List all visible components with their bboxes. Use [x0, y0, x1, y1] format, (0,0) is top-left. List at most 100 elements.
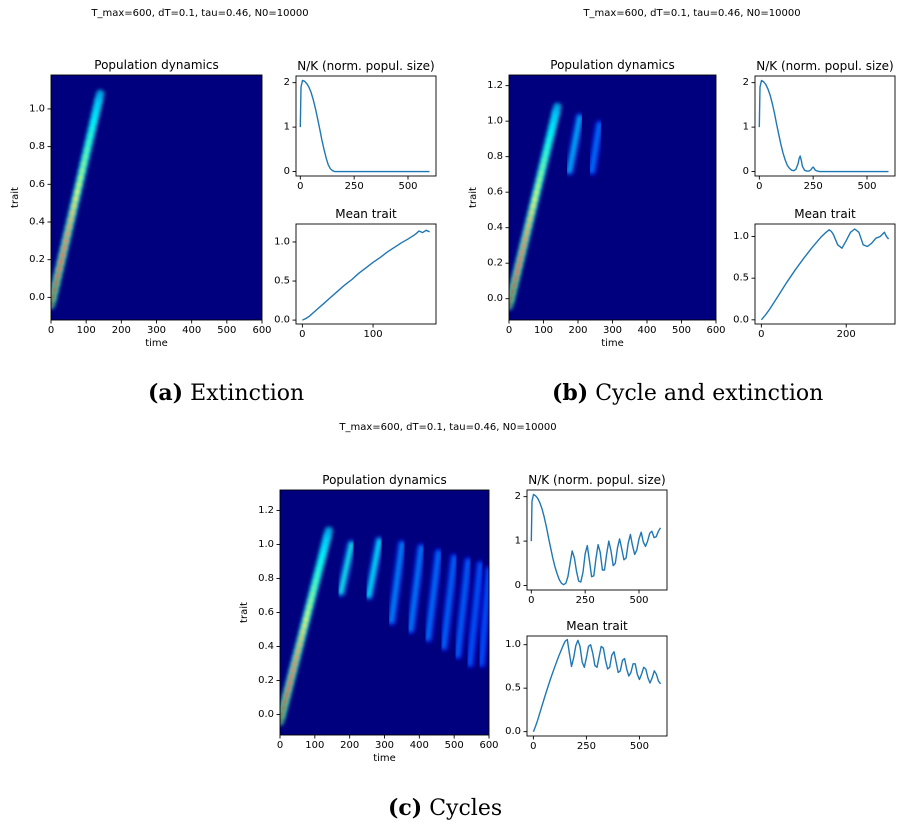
caption-a-text: Extinction — [190, 381, 305, 406]
heatmap-ytick-label: 0.6 — [487, 187, 503, 198]
heatmap-ylabel: trait — [10, 187, 21, 208]
heatmap-ytick-label: 0.8 — [258, 573, 274, 584]
caption-c-text: Cycles — [429, 796, 503, 821]
panel-a-nk-plot: 0 250 500 0 1 2 N/K (norm. popul. size) — [284, 59, 437, 192]
heatmap-xtick-label: 0 — [277, 740, 283, 751]
heatmap-ridge — [51, 89, 105, 310]
mean-trait-ytick-label: 0.5 — [505, 683, 521, 694]
heatmap-ytick-label: 1.2 — [258, 505, 274, 516]
nk-ytick-label: 0 — [743, 166, 749, 177]
nk-frame — [526, 489, 668, 591]
heatmap-xtick-label: 400 — [182, 325, 201, 336]
heatmap-ytick-label: 0.2 — [29, 254, 45, 265]
heatmap-background — [509, 75, 716, 320]
nk-ytick-label: 2 — [515, 491, 521, 502]
heatmap-xtick-label: 100 — [534, 325, 553, 336]
nk-xtick-label: 250 — [804, 181, 823, 192]
heatmap-ytick-label: 0.6 — [258, 607, 274, 618]
heatmap-background — [280, 490, 489, 735]
heatmap-xtick-label: 200 — [112, 325, 131, 336]
heatmap-ridge — [564, 112, 585, 176]
heatmap-xtick-label: 0 — [506, 325, 512, 336]
heatmap-ridge-core — [467, 562, 483, 666]
nk-ytick-label: 1 — [284, 122, 290, 133]
heatmap-ridge-core — [426, 550, 441, 641]
heatmap-ridge — [363, 536, 385, 601]
nk-xtick-label: 0 — [756, 181, 762, 192]
mean-trait-frame — [526, 635, 668, 737]
mean-trait-xtick-label: 0 — [299, 329, 305, 340]
mean-trait-title: Mean trait — [794, 207, 856, 221]
panel-b-suptitle: T_max=600, dT=0.1, tau=0.46, N0=10000 — [582, 8, 800, 19]
mean-trait-ytick-label: 0.0 — [274, 315, 290, 326]
nk-xtick-label: 250 — [345, 181, 364, 192]
caption-b: (b) Cycle and extinction — [552, 380, 823, 406]
nk-ytick-label: 1 — [515, 536, 521, 547]
heatmap-xtick-label: 100 — [305, 740, 324, 751]
caption-a-label: (a) — [148, 380, 184, 406]
heatmap-ridge — [586, 119, 605, 176]
heatmap-xtick-label: 200 — [340, 740, 359, 751]
nk-ytick-label: 2 — [284, 77, 290, 88]
heatmap-xtick-label: 600 — [479, 740, 498, 751]
nk-frame — [754, 75, 896, 177]
heatmap-ytick-label: 0.2 — [258, 675, 274, 686]
heatmap-ytick-label: 0.6 — [29, 179, 45, 190]
heatmap-xtick-label: 300 — [147, 325, 166, 336]
heatmap-ytick-label: 0.4 — [258, 641, 274, 652]
panel-b-mean-trait-plot: 0 200 0.0 0.5 1.0 Mean trait — [733, 207, 896, 340]
nk-series-line — [758, 79, 889, 173]
panel-a-mean-trait-plot: 0 100 0.0 0.5 1.0 Mean trait — [274, 207, 437, 340]
mean-trait-xtick-label: 250 — [577, 741, 596, 752]
nk-xtick-label: 500 — [398, 181, 417, 192]
heatmap-ridge — [386, 539, 407, 627]
heatmap-ytick-label: 0.4 — [487, 222, 503, 233]
heatmap-ridge-core — [441, 556, 457, 649]
nk-xtick-label: 250 — [576, 595, 595, 606]
nk-ytick-label: 2 — [743, 77, 749, 88]
heatmap-xtick-label: 300 — [603, 325, 622, 336]
nk-ytick-label: 0 — [284, 166, 290, 177]
mean-trait-xtick-label: 0 — [530, 741, 536, 752]
heatmap-ridge — [452, 556, 474, 661]
heatmap-ylabel: trait — [239, 602, 250, 623]
nk-title: N/K (norm. popul. size) — [297, 59, 434, 73]
heatmap-ridge — [509, 102, 562, 311]
heatmap-ridge — [464, 559, 486, 669]
heatmap-ridge-core — [325, 529, 331, 539]
heatmap-ridge-core — [455, 559, 471, 658]
mean-trait-series-line — [760, 228, 890, 321]
heatmap-xlabel: time — [373, 753, 396, 764]
heatmap-xtick-label: 200 — [568, 325, 587, 336]
heatmap-xtick-label: 500 — [445, 740, 464, 751]
heatmap-ridge-core — [96, 92, 102, 103]
mean-trait-frame — [754, 223, 896, 325]
caption-b-text: Cycle and extinction — [595, 381, 824, 406]
heatmap-ytick-label: 1.0 — [258, 539, 274, 550]
heatmap-ytick-label: 1.0 — [487, 116, 503, 127]
mean-trait-series-line — [302, 229, 430, 321]
heatmap-title: Population dynamics — [550, 58, 674, 72]
panel-c-suptitle: T_max=600, dT=0.1, tau=0.46, N0=10000 — [338, 422, 556, 433]
mean-trait-frame — [295, 223, 437, 325]
nk-series-line — [530, 493, 662, 586]
heatmap-ytick-label: 0.0 — [29, 292, 45, 303]
heatmap-xtick-label: 600 — [706, 325, 725, 336]
panel-b-nk-plot: 0 250 500 0 1 2 N/K (norm. popul. size) — [743, 59, 896, 192]
mean-trait-xtick-label: 500 — [630, 741, 649, 752]
caption-c-label: (c) — [388, 795, 423, 821]
caption-a: (a) Extinction — [148, 380, 304, 406]
heatmap-xtick-label: 500 — [217, 325, 236, 336]
heatmap-xtick-label: 500 — [672, 325, 691, 336]
nk-xtick-label: 0 — [297, 181, 303, 192]
mean-trait-title: Mean trait — [335, 207, 397, 221]
heatmap-xlabel: time — [145, 338, 168, 349]
heatmap-ridge — [438, 553, 460, 652]
heatmap-xtick-label: 400 — [410, 740, 429, 751]
panel-c-mean-trait-plot: 0 250 500 0.0 0.5 1.0 Mean trait — [505, 619, 668, 752]
nk-xtick-label: 0 — [528, 595, 534, 606]
heatmap-xtick-label: 0 — [48, 325, 54, 336]
heatmap-ridge-core — [567, 115, 582, 173]
